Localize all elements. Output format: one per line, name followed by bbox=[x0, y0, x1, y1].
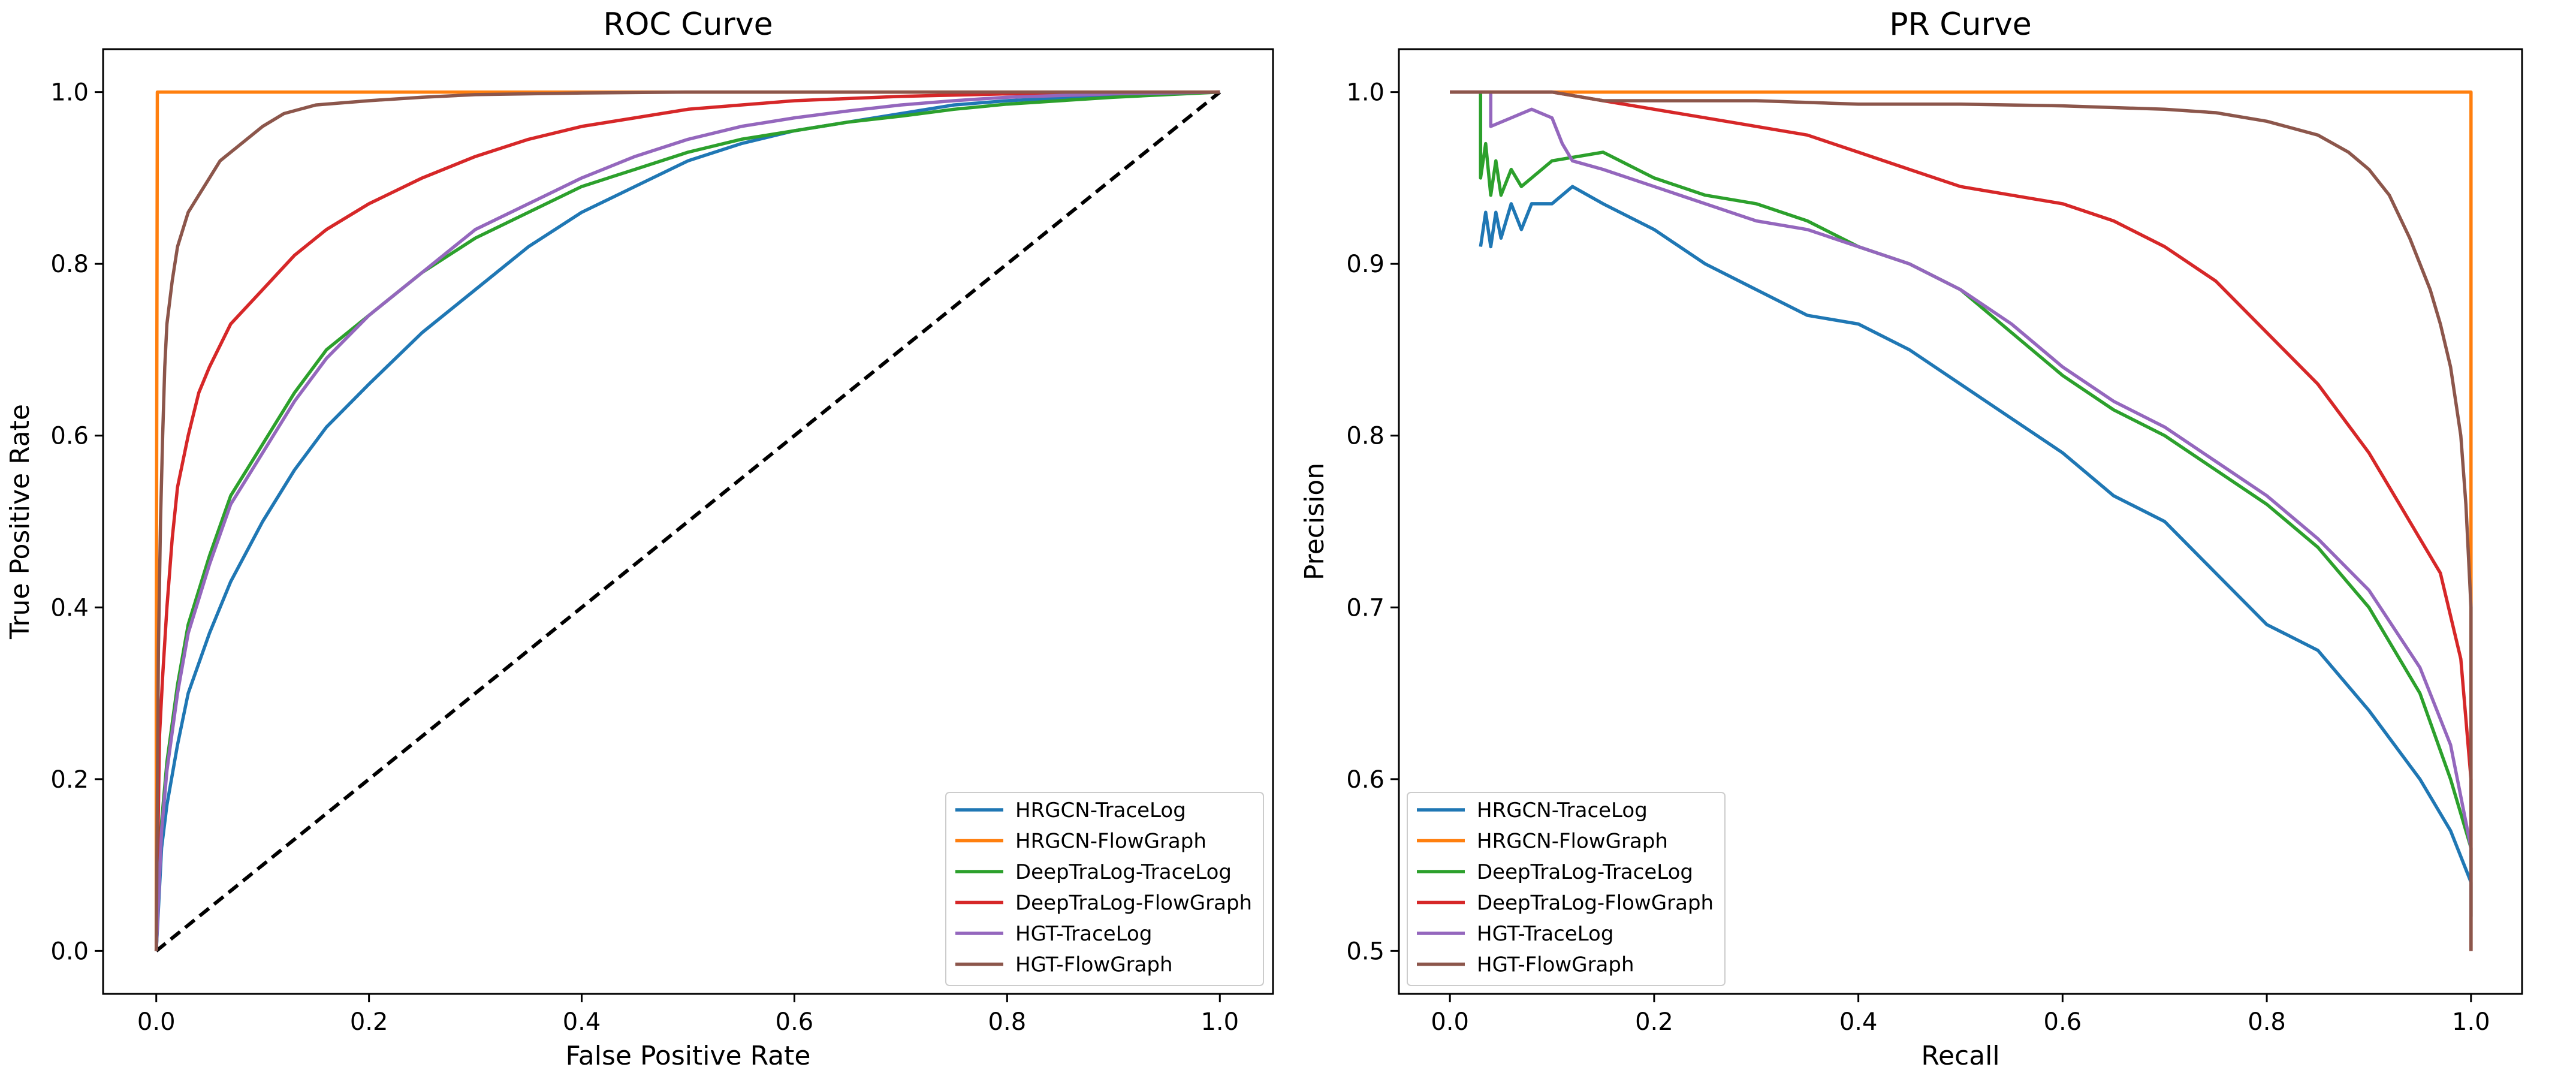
pr-legend-label: DeepTraLog-TraceLog bbox=[1477, 860, 1693, 884]
roc-title: ROC Curve bbox=[603, 7, 773, 43]
pr-xtick-label: 0.8 bbox=[2248, 1008, 2286, 1036]
pr-xtick-label: 0.6 bbox=[2044, 1008, 2082, 1036]
pr-series-hgt-tracelog bbox=[1450, 90, 2473, 917]
roc-ytick-label: 0.6 bbox=[50, 423, 89, 450]
roc-xlabel: False Positive Rate bbox=[566, 1041, 811, 1071]
roc-curves bbox=[154, 90, 1221, 953]
pr-legend-box bbox=[1407, 792, 1726, 986]
roc-ytick-label: 0.8 bbox=[50, 251, 89, 278]
roc-series-deeptralog-tracelog bbox=[154, 90, 1220, 951]
pr-series-hrgcn-tracelog bbox=[1479, 185, 2473, 951]
roc-ytick-label: 1.0 bbox=[50, 79, 89, 107]
pr-axes-frame bbox=[1398, 48, 2523, 995]
roc-xtick-label: 0.8 bbox=[988, 1008, 1027, 1036]
roc-series-hgt-flowgraph bbox=[154, 90, 1220, 951]
pr-ytick-label: 0.7 bbox=[1346, 594, 1384, 622]
roc-legend-box bbox=[945, 792, 1264, 986]
roc-xtick-label: 0.4 bbox=[563, 1008, 601, 1036]
pr-panel: PR Curve 0.0 0.2 0.4 0.6 0.8 1.0 0.5 0.6 0.7 0.8 0.… bbox=[1299, 7, 2523, 1071]
roc-legend: HRGCN-TraceLog HRGCN-FlowGraph DeepTraLog-… bbox=[945, 792, 1264, 986]
pr-ytick-label: 0.5 bbox=[1346, 938, 1384, 965]
pr-legend-label: DeepTraLog-FlowGraph bbox=[1477, 891, 1714, 915]
pr-ytick-label: 0.6 bbox=[1346, 766, 1384, 794]
roc-ytick-label: 0.2 bbox=[50, 766, 89, 794]
roc-axes-frame bbox=[102, 48, 1274, 995]
roc-legend-label: HRGCN-FlowGraph bbox=[1015, 830, 1206, 854]
roc-ytick-label: 0.4 bbox=[50, 594, 89, 622]
pr-series-hrgcn-flowgraph bbox=[1450, 90, 2473, 951]
roc-xtick-label: 1.0 bbox=[1200, 1008, 1239, 1036]
roc-series-hgt-tracelog bbox=[154, 90, 1220, 951]
pr-legend-label: HGT-FlowGraph bbox=[1477, 953, 1634, 977]
pr-xtick-label: 0.4 bbox=[1839, 1008, 1878, 1036]
pr-ytick-label: 0.9 bbox=[1346, 251, 1384, 278]
roc-series-hrgcn-tracelog bbox=[154, 90, 1220, 951]
roc-legend-label: HGT-TraceLog bbox=[1015, 922, 1152, 946]
roc-series-deeptralog-flowgraph bbox=[154, 90, 1220, 951]
roc-ytick-label: 0.0 bbox=[50, 938, 89, 965]
roc-legend-label: DeepTraLog-TraceLog bbox=[1015, 860, 1232, 884]
pr-legend-label: HGT-TraceLog bbox=[1477, 922, 1613, 946]
roc-legend-label: HRGCN-TraceLog bbox=[1015, 798, 1186, 822]
roc-ylabel: True Positive Rate bbox=[5, 404, 35, 640]
roc-xtick-label: 0.2 bbox=[350, 1008, 388, 1036]
pr-legend-label: HRGCN-TraceLog bbox=[1477, 798, 1648, 822]
pr-series-deeptralog-flowgraph bbox=[1450, 90, 2473, 951]
pr-xtick-label: 0.0 bbox=[1431, 1008, 1469, 1036]
pr-ytick-label: 1.0 bbox=[1346, 79, 1384, 107]
pr-ytick-label: 0.8 bbox=[1346, 423, 1384, 450]
roc-legend-label: DeepTraLog-FlowGraph bbox=[1015, 891, 1252, 915]
pr-legend-label: HRGCN-FlowGraph bbox=[1477, 830, 1668, 854]
roc-chance-line bbox=[155, 91, 1221, 953]
pr-xlabel: Recall bbox=[1921, 1041, 1999, 1071]
pr-curves bbox=[1450, 90, 2473, 951]
roc-panel: ROC Curve 0.0 0.2 0.4 0.6 0.8 1.0 0.0 0.2 0.4 0.6 0… bbox=[5, 7, 1274, 1071]
pr-xtick-label: 0.2 bbox=[1635, 1008, 1673, 1036]
roc-xtick-label: 0.0 bbox=[137, 1008, 176, 1036]
roc-xtick-label: 0.6 bbox=[776, 1008, 814, 1036]
pr-series-hgt-flowgraph bbox=[1450, 90, 2473, 951]
pr-xtick-label: 1.0 bbox=[2452, 1008, 2490, 1036]
pr-title: PR Curve bbox=[1889, 7, 2031, 43]
pr-legend: HRGCN-TraceLog HRGCN-FlowGraph DeepTraLog-… bbox=[1407, 792, 1726, 986]
roc-legend-label: HGT-FlowGraph bbox=[1015, 953, 1173, 977]
pr-ylabel: Precision bbox=[1299, 463, 1330, 580]
